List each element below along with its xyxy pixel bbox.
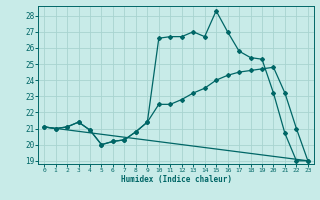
X-axis label: Humidex (Indice chaleur): Humidex (Indice chaleur) bbox=[121, 175, 231, 184]
